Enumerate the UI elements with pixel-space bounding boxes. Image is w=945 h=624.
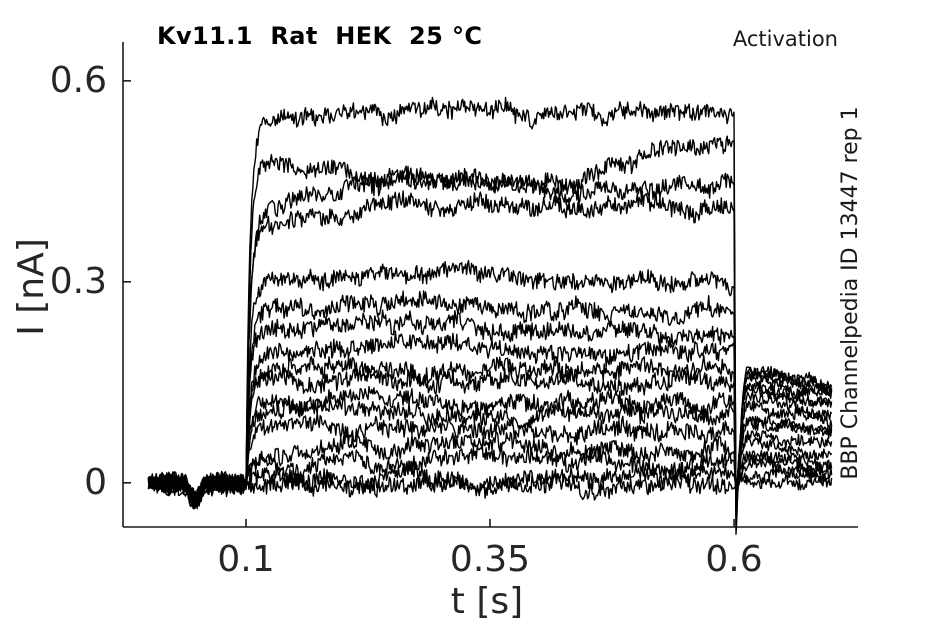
current-trace — [147, 396, 833, 505]
current-trace — [147, 259, 833, 516]
y-tick-label: 0 — [84, 461, 107, 503]
current-trace — [147, 385, 833, 502]
x-axis-label: t [s] — [450, 581, 524, 622]
current-trace — [147, 96, 833, 535]
attribution-label: BBP Channelpedia ID 13447 rep 1 — [838, 106, 863, 480]
protocol-label: Activation — [732, 27, 838, 51]
current-trace — [147, 363, 833, 502]
x-tick-label: 0.1 — [217, 539, 275, 580]
y-tick-label: 0.6 — [49, 59, 107, 101]
x-tick-label: 0.6 — [705, 539, 763, 580]
current-trace — [147, 412, 833, 502]
current-trace — [147, 290, 833, 507]
current-trace — [147, 165, 833, 518]
current-trace — [147, 309, 833, 504]
chart-title: Kv11.1 Rat HEK 25 °C — [157, 22, 483, 50]
y-tick-label: 0.3 — [49, 260, 107, 302]
current-trace — [147, 330, 833, 506]
current-trace — [147, 471, 833, 501]
y-axis-label: I [nA] — [11, 238, 52, 336]
current-trace — [148, 190, 833, 513]
current-trace — [147, 355, 833, 506]
current-trace — [147, 444, 833, 510]
x-tick-label: 0.35 — [449, 539, 531, 580]
